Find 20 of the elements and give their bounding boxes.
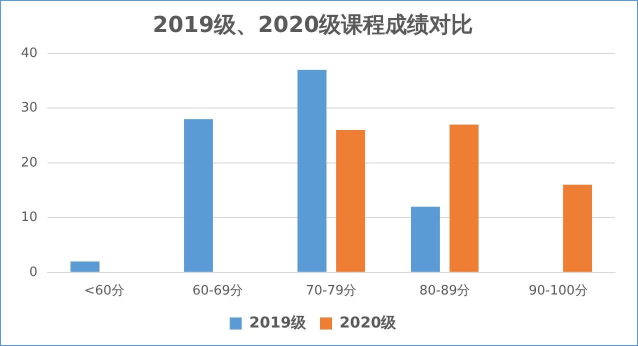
x-tick-label: 70-79分	[306, 284, 357, 299]
x-tick-label: <60分	[84, 284, 125, 299]
bar	[298, 70, 326, 272]
y-tick-label: 30	[20, 100, 38, 116]
bar	[563, 184, 592, 272]
legend-label: 2019级	[249, 313, 307, 332]
legend-label: 2020级	[340, 313, 398, 332]
y-tick-label: 10	[20, 210, 38, 226]
bar	[70, 261, 100, 272]
bar	[411, 206, 440, 272]
x-tick-label: 80-89分	[419, 284, 470, 299]
y-tick-label: 20	[20, 155, 38, 170]
bar	[336, 130, 366, 272]
chart-title: 2019级、2020级课程成绩对比	[152, 12, 474, 38]
bar	[450, 124, 479, 272]
x-tick-label: 60-69分	[192, 284, 244, 299]
x-tick-label: 90-100分	[528, 284, 588, 299]
bar	[184, 119, 213, 272]
y-tick-label: 40	[20, 46, 38, 61]
y-tick-label: 0	[29, 264, 38, 280]
